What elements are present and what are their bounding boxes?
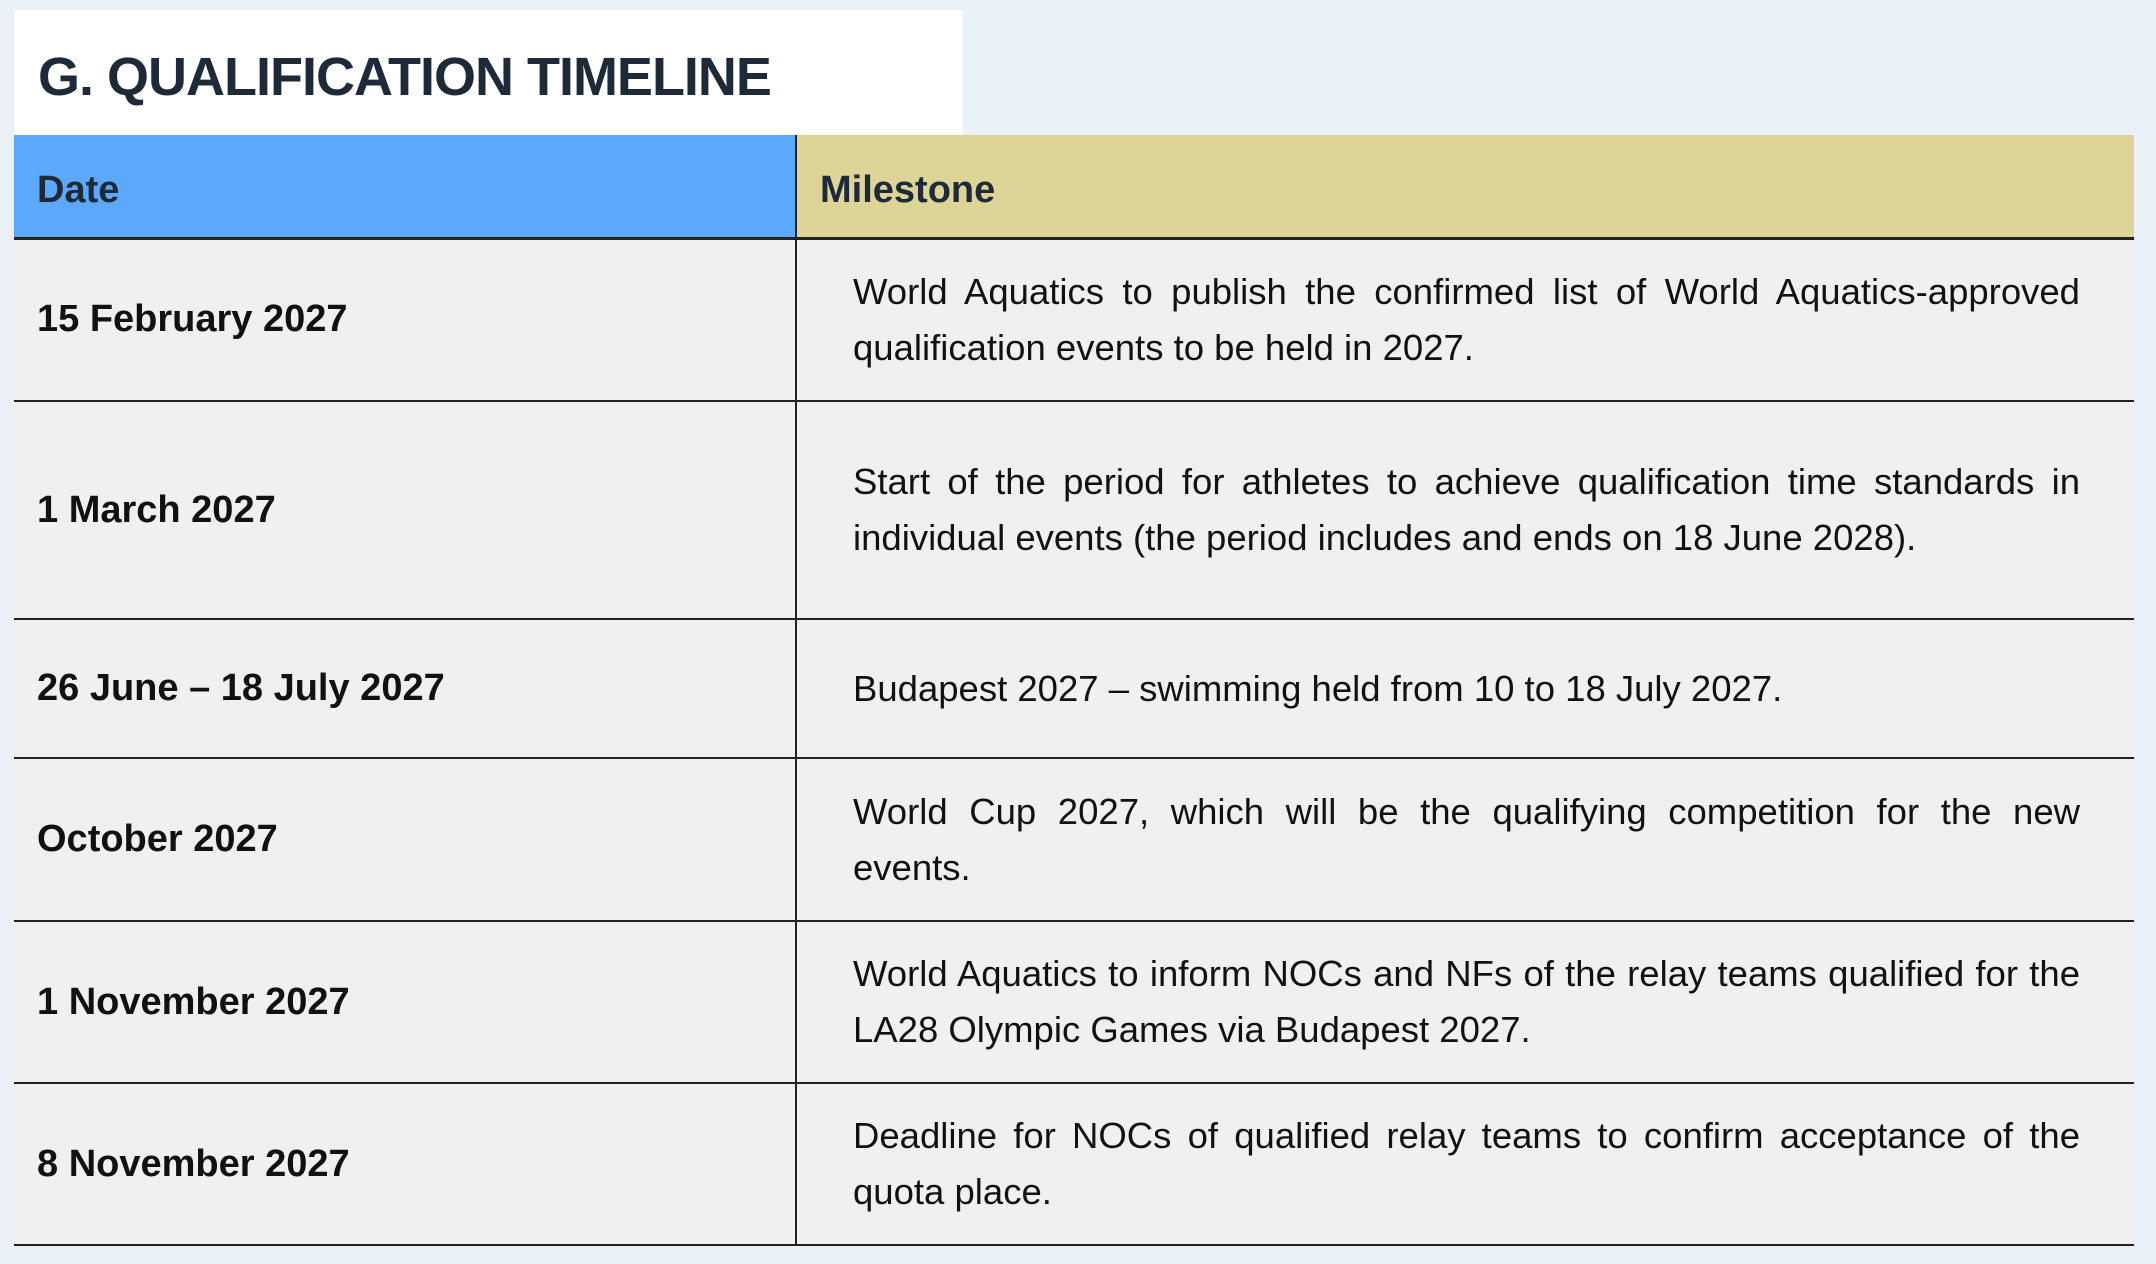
milestone-cell: Start of the period for athletes to achi… <box>796 401 2134 620</box>
table-row: 1 March 2027 Start of the period for ath… <box>14 401 2134 620</box>
qualification-timeline-table: Date Milestone 15 February 2027 World Aq… <box>14 135 2134 1246</box>
date-cell: 1 November 2027 <box>14 921 797 1084</box>
date-cell: 1 March 2027 <box>14 401 797 620</box>
date-cell: October 2027 <box>14 758 797 922</box>
table-row: 26 June – 18 July 2027 Budapest 2027 – s… <box>14 619 2134 759</box>
milestone-cell: Budapest 2027 – swimming held from 10 to… <box>796 619 2134 759</box>
table-row: 15 February 2027 World Aquatics to publi… <box>14 238 2134 402</box>
milestone-cell: Deadline for NOCs of qualified relay tea… <box>796 1083 2134 1246</box>
milestone-cell: World Cup 2027, which will be the qualif… <box>796 758 2134 922</box>
milestone-cell: World Aquatics to inform NOCs and NFs of… <box>796 921 2134 1084</box>
table-row: 1 November 2027 World Aquatics to inform… <box>14 921 2134 1084</box>
page-title: G. QUALIFICATION TIMELINE <box>38 47 772 107</box>
column-header-milestone: Milestone <box>796 135 2134 238</box>
column-header-date: Date <box>14 135 797 238</box>
milestone-cell: World Aquatics to publish the confirmed … <box>796 238 2134 402</box>
table-row: 8 November 2027 Deadline for NOCs of qua… <box>14 1083 2134 1246</box>
title-box: G. QUALIFICATION TIMELINE <box>14 10 963 135</box>
date-cell: 8 November 2027 <box>14 1083 797 1246</box>
table-row: October 2027 World Cup 2027, which will … <box>14 758 2134 922</box>
date-cell: 15 February 2027 <box>14 238 797 402</box>
date-cell: 26 June – 18 July 2027 <box>14 619 797 759</box>
table-header-row: Date Milestone <box>14 135 2134 238</box>
